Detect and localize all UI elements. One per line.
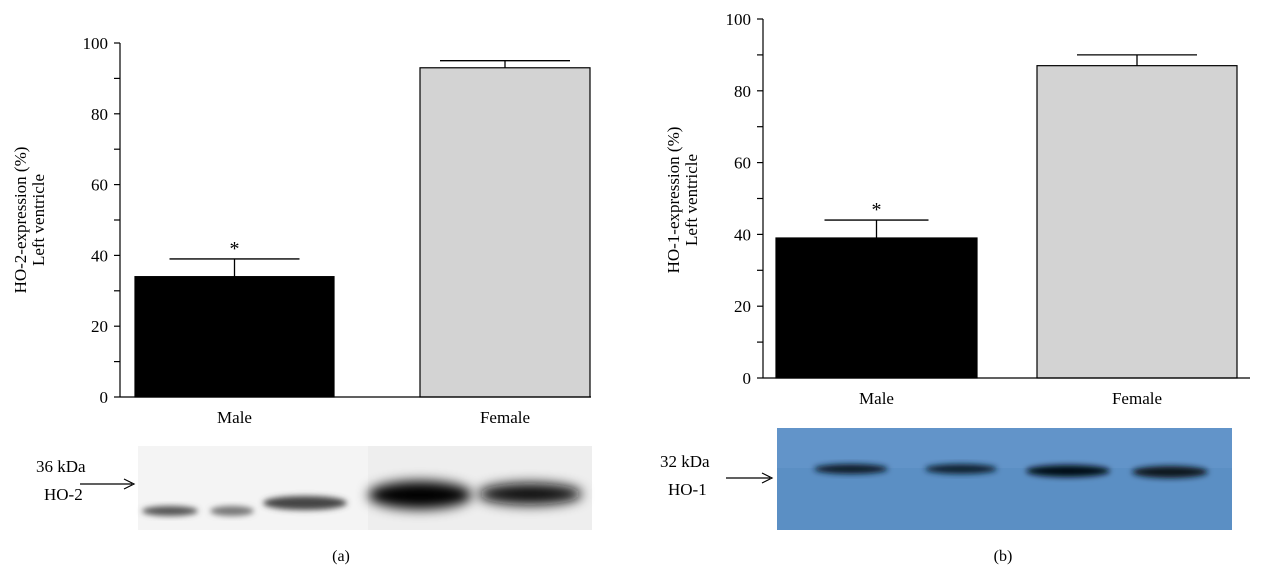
western-blot-b: 32 kDa HO-1 (b) — [660, 428, 1232, 565]
chart-a-ylabel-line1: HO-2-expression (%) — [11, 147, 30, 294]
y-tick-label: 80 — [734, 82, 751, 101]
western-blot-a: 36 kDa HO-2 (a) — [36, 446, 592, 565]
panel-label-b: (b) — [994, 548, 1013, 565]
blot-a-band — [478, 483, 582, 505]
blot-a-band — [368, 481, 472, 509]
y-tick-label: 60 — [734, 154, 751, 173]
error-bar — [169, 258, 300, 277]
y-tick-label: 0 — [743, 369, 752, 388]
error-bar — [1077, 54, 1197, 66]
chart-a-category-label: Male — [217, 408, 252, 427]
blot-a-protein-label: HO-2 — [44, 485, 83, 504]
bar-male — [775, 237, 978, 379]
chart-a: 0 20 40 60 80 100 HO-2-expression (%) Left ve… — [11, 34, 591, 427]
blot-b-band — [1132, 466, 1208, 478]
blot-a-size-label: 36 kDa — [36, 457, 86, 476]
bar-female — [1036, 65, 1238, 379]
chart-a-significance-marker: * — [230, 238, 240, 260]
bar-female — [419, 67, 591, 398]
blot-b-band — [1026, 465, 1110, 477]
blot-b-membrane — [777, 428, 1232, 530]
blot-a-band — [263, 496, 347, 510]
y-tick-label: 80 — [91, 105, 108, 124]
y-tick-label: 20 — [734, 297, 751, 316]
y-tick-label: 40 — [91, 246, 108, 265]
chart-b-significance-marker: * — [872, 199, 882, 221]
y-tick-label: 100 — [83, 34, 109, 53]
chart-b-category-label: Male — [859, 389, 894, 408]
blot-a-band — [210, 506, 254, 516]
bar-male — [134, 276, 335, 398]
error-bar — [824, 219, 929, 238]
chart-b-category-label: Female — [1112, 389, 1162, 408]
error-bar — [440, 60, 570, 68]
y-tick-label: 0 — [100, 388, 109, 407]
blot-b-size-label: 32 kDa — [660, 452, 710, 471]
chart-a-category-label: Female — [480, 408, 530, 427]
y-tick-label: 60 — [91, 176, 108, 195]
panel-label-a: (a) — [332, 548, 350, 565]
y-tick-label: 100 — [726, 10, 752, 29]
blot-a-band — [142, 506, 198, 516]
y-tick-label: 20 — [91, 317, 108, 336]
blot-b-protein-label: HO-1 — [668, 480, 707, 499]
blot-b-band — [925, 464, 997, 474]
chart-b-ylabel-line1: HO-1-expression (%) — [664, 127, 683, 274]
chart-a-ylabel-line2: Left ventricle — [29, 174, 48, 266]
blot-b-band — [814, 464, 888, 474]
y-tick-label: 40 — [734, 225, 751, 244]
chart-b: 0 20 40 60 80 100 HO-1-expression (%) Left ve… — [664, 10, 1250, 408]
chart-b-ylabel-line2: Left ventricle — [682, 154, 701, 246]
